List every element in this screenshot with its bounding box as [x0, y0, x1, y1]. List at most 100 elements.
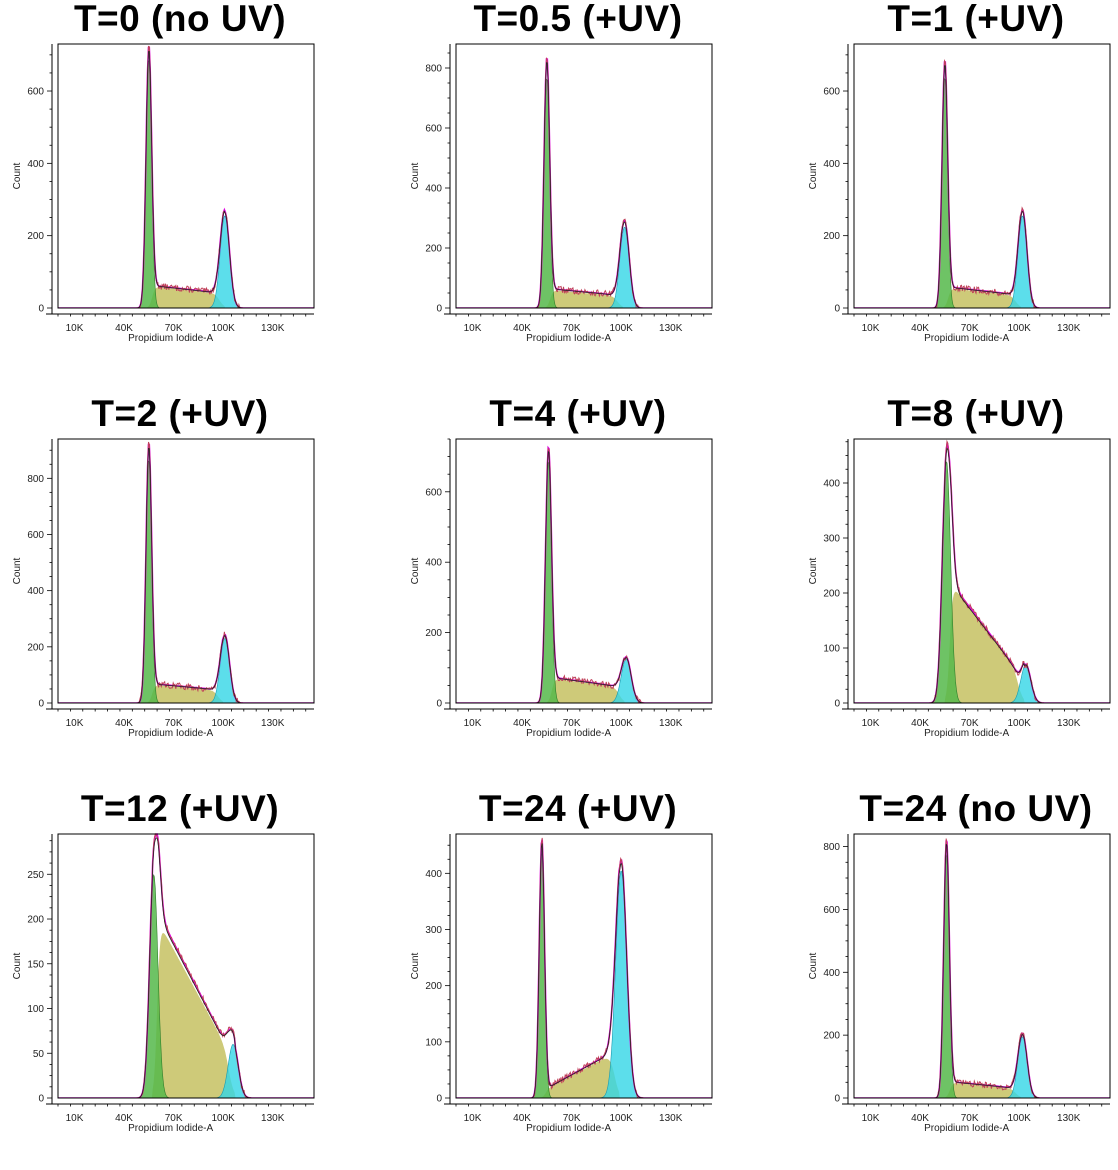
plot-frame: [455, 43, 713, 309]
histogram-svg: 0 200 400 600 800 10K 40K 70K 100K 130K Propidium …: [12, 438, 315, 739]
g1-peak-area: [456, 461, 712, 703]
y-tick-label: 200: [425, 244, 442, 255]
observed-histogram-line: [456, 837, 712, 1098]
model-fit-line: [58, 833, 314, 1098]
plot-area: [456, 837, 712, 1098]
x-tick-label: 130K: [261, 718, 285, 729]
panel-title: T=1 (+UV): [887, 0, 1065, 39]
y-tick-label: 600: [823, 905, 840, 916]
histogram-svg: 0 200 400 600 10K 40K 70K 100K 130K Propidium Iod…: [12, 43, 315, 344]
x-tick-label: 10K: [862, 323, 880, 334]
x-tick-label: 10K: [464, 718, 482, 729]
envelope-line: [854, 447, 1110, 703]
model-fit-line: [58, 46, 314, 308]
observed-histogram-line: [58, 832, 314, 1098]
histogram-svg: 0 100 200 300 400 10K 40K 70K 100K 130K Propidium …: [410, 833, 713, 1134]
panel-title: T=24 (+UV): [478, 788, 678, 829]
panel-title: T=0 (no UV): [73, 0, 287, 39]
y-tick-label: 800: [823, 842, 840, 853]
x-tick-label: 10K: [66, 1113, 84, 1124]
x-tick-label: 130K: [659, 323, 683, 334]
model-fit-line: [854, 61, 1110, 308]
plot-frame: [455, 438, 713, 704]
x-tick-label: 70K: [961, 323, 979, 334]
envelope-line: [854, 65, 1110, 308]
x-tick-label: 40K: [911, 1113, 929, 1124]
observed-histogram-line: [58, 441, 314, 703]
x-tick-label: 100K: [1007, 1113, 1031, 1124]
model-fit-line: [854, 839, 1110, 1098]
x-tick-label: 70K: [961, 718, 979, 729]
x-tick-label: 100K: [609, 718, 633, 729]
x-axis-label: Propidium Iodide-A: [128, 728, 213, 739]
g2-peak-area: [456, 870, 712, 1098]
x-axis-label: Propidium Iodide-A: [526, 333, 611, 344]
y-tick-label: 0: [834, 1094, 840, 1105]
plot-area: [854, 838, 1110, 1098]
y-tick-label: 600: [425, 487, 442, 498]
x-tick-label: 40K: [115, 718, 133, 729]
s-phase-area: [456, 679, 712, 703]
x-axis-label: Propidium Iodide-A: [526, 1123, 611, 1134]
envelope-line: [58, 448, 314, 703]
plot-area: [456, 57, 712, 308]
x-tick-label: 40K: [513, 323, 531, 334]
y-tick-label: 400: [425, 184, 442, 195]
x-tick-label: 40K: [911, 323, 929, 334]
g1-peak-area: [456, 852, 712, 1098]
plot-frame: [57, 833, 315, 1099]
x-tick-label: 100K: [211, 1113, 235, 1124]
x-axis-label: Propidium Iodide-A: [924, 333, 1009, 344]
plot-frame: [853, 833, 1111, 1099]
observed-histogram-line: [854, 838, 1110, 1098]
y-axis-label: Count: [410, 162, 421, 189]
histogram-svg: 0 200 400 600 800 10K 40K 70K 100K 130K Propidium …: [410, 43, 713, 344]
plot-area: [854, 58, 1110, 308]
y-tick-label: 400: [823, 968, 840, 979]
envelope-line: [58, 51, 314, 308]
y-tick-label: 0: [834, 304, 840, 315]
y-tick-label: 600: [823, 87, 840, 98]
x-tick-label: 100K: [609, 323, 633, 334]
y-tick-label: 0: [436, 699, 442, 710]
y-tick-label: 200: [27, 915, 44, 926]
histogram-panel: T=12 (+UV) 0 50 100 150 200 250 10K 40K 70K 100K 13…: [0, 788, 372, 1170]
envelope-line: [456, 843, 712, 1098]
histogram-panel: T=2 (+UV) 0 200 400 600 800 10K 40K 70K 100K 130K P…: [0, 393, 372, 775]
s-phase-area: [58, 933, 314, 1098]
x-tick-label: 70K: [165, 323, 183, 334]
x-axis-label: Propidium Iodide-A: [924, 728, 1009, 739]
y-tick-label: 400: [27, 159, 44, 170]
x-tick-label: 130K: [1057, 1113, 1081, 1124]
y-tick-label: 600: [27, 530, 44, 541]
plot-frame: [57, 43, 315, 309]
histogram-svg: 0 200 400 600 10K 40K 70K 100K 130K Propidium Iod…: [410, 438, 713, 739]
y-tick-label: 250: [27, 870, 44, 881]
g1-peak-area: [854, 77, 1110, 308]
y-tick-label: 800: [27, 474, 44, 485]
y-axis-label: Count: [12, 557, 23, 584]
histogram-panel: T=24 (no UV) 0 200 400 600 800 10K 40K 70K 100K 13…: [796, 788, 1118, 1170]
y-tick-label: 0: [38, 1094, 44, 1105]
panel-title: T=0.5 (+UV): [473, 0, 683, 39]
x-tick-label: 40K: [115, 1113, 133, 1124]
y-tick-label: 200: [823, 231, 840, 242]
plot-area: [58, 45, 314, 308]
y-tick-label: 0: [436, 304, 442, 315]
histogram-panel: T=0 (no UV) 0 200 400 600 10K 40K 70K 100K 130K Pr…: [0, 0, 372, 380]
panel-title: T=2 (+UV): [91, 393, 269, 434]
x-axis-label: Propidium Iodide-A: [924, 1123, 1009, 1134]
plot-frame: [455, 833, 713, 1099]
x-tick-label: 10K: [66, 323, 84, 334]
y-tick-label: 400: [823, 159, 840, 170]
y-axis-label: Count: [410, 557, 421, 584]
y-tick-label: 200: [823, 1031, 840, 1042]
plot-frame: [57, 438, 315, 704]
y-tick-label: 400: [27, 586, 44, 597]
y-tick-label: 300: [823, 534, 840, 545]
x-tick-label: 100K: [609, 1113, 633, 1124]
y-tick-label: 600: [425, 124, 442, 135]
plot-area: [58, 832, 314, 1098]
histogram-svg: 0 200 400 600 800 10K 40K 70K 100K 130K Propidium …: [808, 833, 1111, 1134]
y-tick-label: 200: [425, 981, 442, 992]
